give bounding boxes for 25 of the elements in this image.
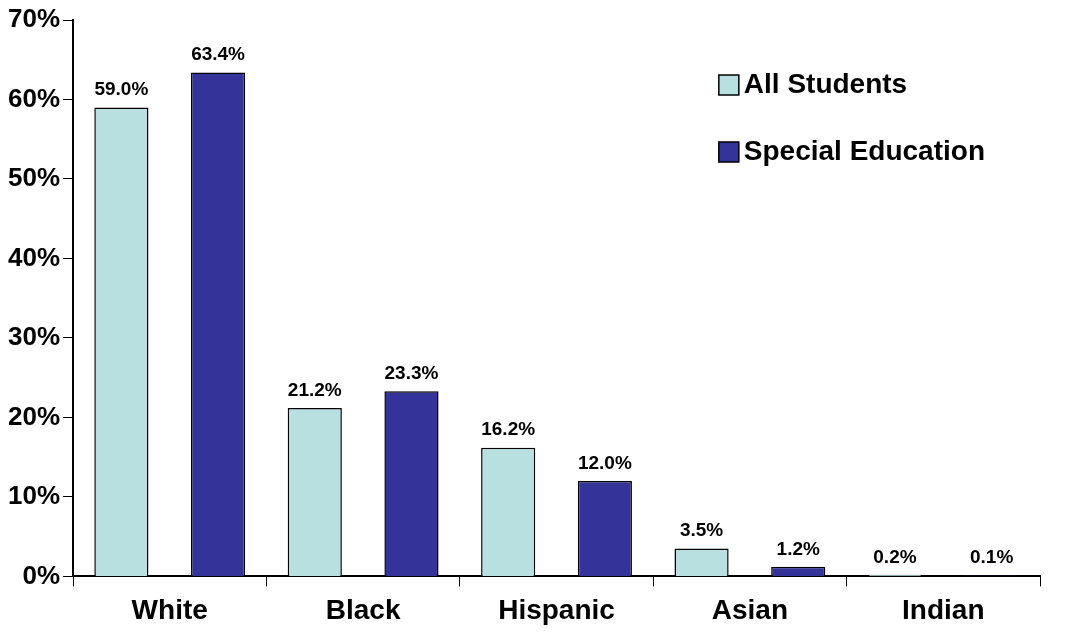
y-tick-label: 0% [22, 559, 61, 590]
data-label: 1.2% [776, 537, 821, 559]
y-tick-label: 70% [7, 3, 61, 34]
data-label: 12.0% [577, 451, 632, 473]
data-label: 3.5% [679, 519, 724, 541]
y-tick-label: 40% [7, 241, 61, 272]
y-tick-label: 30% [7, 321, 61, 352]
y-tick-label: 20% [7, 400, 61, 431]
legend-label: Special Education [743, 134, 985, 166]
data-label: 63.4% [191, 43, 246, 65]
data-label: 59.0% [94, 78, 149, 100]
data-label: 21.2% [287, 378, 342, 400]
x-tick-label: Indian [902, 593, 985, 625]
x-tick-label: Asian [711, 593, 789, 625]
data-label: 0.2% [873, 545, 917, 567]
data-label: 0.1% [970, 546, 1014, 568]
x-tick-label: White [131, 593, 208, 625]
x-tick-label: Black [325, 593, 401, 625]
legend-label: All Students [743, 67, 908, 99]
x-tick-label: Hispanic [498, 593, 615, 625]
data-label: 23.3% [384, 361, 439, 383]
y-tick-label: 50% [7, 162, 61, 193]
y-tick-label: 60% [7, 82, 61, 113]
y-tick-label: 10% [7, 480, 61, 511]
data-label: 16.2% [481, 418, 536, 440]
